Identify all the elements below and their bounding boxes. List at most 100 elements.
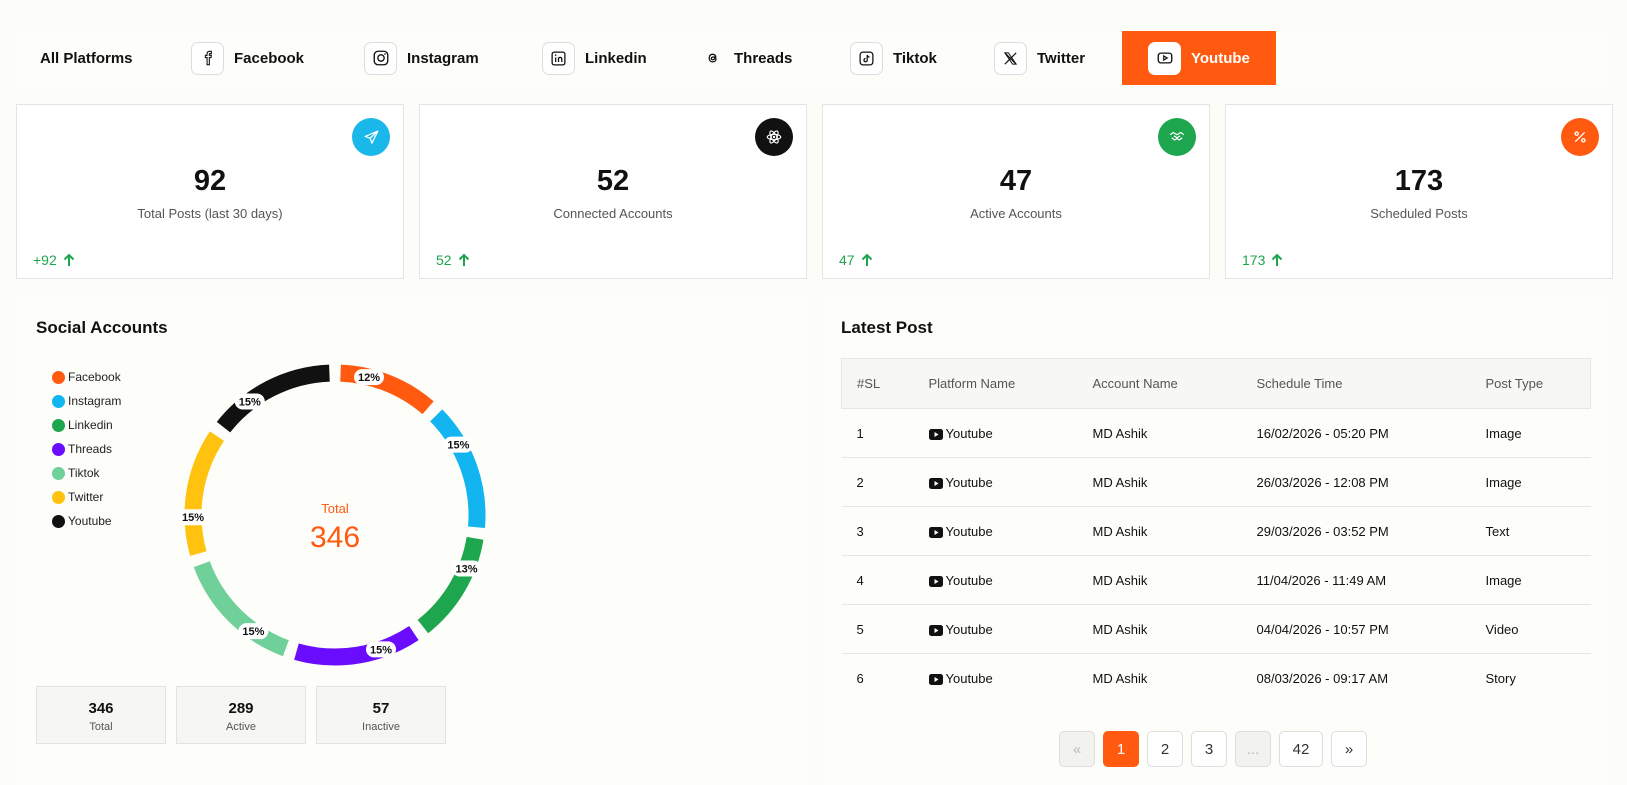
- platform-name: Youtube: [945, 523, 993, 539]
- tab-facebook[interactable]: Facebook: [191, 31, 304, 85]
- data-label: 15%: [242, 626, 264, 638]
- tab-label: Twitter: [1037, 49, 1086, 67]
- table-row[interactable]: 4 Youtube MD Ashik 11/04/2026 - 11:49 AM Ima…: [841, 555, 1591, 605]
- stat-delta: 173: [1242, 252, 1283, 268]
- total-accounts-box: 346 Total: [36, 686, 166, 744]
- column-header-schedule-time: Schedule Time: [1241, 358, 1471, 409]
- table-row[interactable]: 2 Youtube MD Ashik 26/03/2026 - 12:08 PM Ima…: [841, 457, 1591, 507]
- cell-sl: 4: [841, 555, 914, 605]
- active-accounts-box: 289 Active: [176, 686, 306, 744]
- twitter-x-icon: [994, 41, 1027, 75]
- send-icon: [352, 118, 390, 156]
- legend-label: Youtube: [68, 514, 112, 528]
- legend-item[interactable]: Facebook: [52, 365, 121, 389]
- percent-icon: [1561, 118, 1599, 156]
- cell-post-type: Story: [1485, 670, 1516, 686]
- cell-account: MD Ashik: [1077, 604, 1242, 654]
- legend-label: Twitter: [68, 490, 104, 504]
- handshake-icon: [1158, 118, 1196, 156]
- legend-item[interactable]: Tiktok: [52, 461, 121, 485]
- legend-swatch: [52, 370, 65, 384]
- cell-platform: Youtube: [913, 555, 1078, 605]
- cell-schedule-time: 08/03/2026 - 09:17 AM: [1256, 670, 1389, 686]
- pagination-next-button[interactable]: »: [1331, 731, 1367, 767]
- cell-sl: 5: [841, 604, 914, 654]
- stat-card-active-accounts: 47 Active Accounts 47: [822, 104, 1210, 279]
- stat-value: 47: [999, 165, 1033, 197]
- tab-tiktok[interactable]: Tiktok: [850, 31, 937, 85]
- donut-slice-twitter[interactable]: [184, 431, 225, 556]
- tab-label: All Platforms: [40, 49, 133, 67]
- data-label-background: [443, 436, 474, 453]
- data-label-background: [238, 623, 269, 640]
- pagination-prev-button[interactable]: «: [1059, 731, 1095, 767]
- donut-slice-instagram[interactable]: [430, 409, 486, 528]
- active-label: Active: [226, 721, 256, 733]
- tab-threads[interactable]: Threads: [704, 31, 792, 85]
- table-row[interactable]: 3 Youtube MD Ashik 29/03/2026 - 03:52 PM Tex…: [841, 506, 1591, 556]
- donut-slice-tiktok[interactable]: [193, 561, 289, 657]
- facebook-icon: [191, 41, 224, 75]
- donut-slice-linkedin[interactable]: [417, 536, 484, 634]
- legend-item[interactable]: Threads: [52, 437, 121, 461]
- tab-label: Youtube: [1191, 49, 1250, 67]
- cell-account: MD Ashik: [1077, 555, 1242, 605]
- linkedin-icon: [542, 41, 575, 75]
- legend-swatch: [52, 394, 65, 408]
- page-button-2[interactable]: 2: [1147, 731, 1183, 767]
- pagination: « 1 2 3 ... 42 »: [1059, 731, 1367, 767]
- cell-platform: Youtube: [913, 506, 1078, 556]
- legend-label: Tiktok: [68, 466, 100, 480]
- stat-value: 173: [1394, 165, 1444, 197]
- table-row[interactable]: 5 Youtube MD Ashik 04/04/2026 - 10:57 PM Vid…: [841, 604, 1591, 654]
- table-header-row: #SL Platform Name Account Name Schedule …: [841, 358, 1591, 409]
- data-label: 15%: [182, 512, 204, 524]
- total-value: 346: [88, 700, 114, 717]
- cell-sl: 6: [856, 670, 864, 686]
- legend-item[interactable]: Youtube: [52, 509, 121, 533]
- arrow-up-icon: [1272, 253, 1283, 266]
- total-label: Total: [89, 721, 113, 733]
- legend-label: Threads: [68, 442, 113, 456]
- table-row[interactable]: 1 Youtube MD Ashik 16/02/2026 - 05:20 PM Ima…: [841, 408, 1591, 458]
- account-totals: 346 Total 289 Active 57 Inactive: [36, 686, 446, 744]
- legend-item[interactable]: Linkedin: [52, 413, 121, 437]
- social-accounts-title: Social Accounts: [36, 318, 168, 337]
- instagram-icon: [364, 41, 397, 75]
- cell-schedule-time: 26/03/2026 - 12:08 PM: [1241, 457, 1471, 507]
- stat-delta: 52: [436, 252, 470, 268]
- tab-linkedin[interactable]: Linkedin: [542, 31, 647, 85]
- tab-youtube[interactable]: Youtube: [1122, 31, 1276, 85]
- legend-item[interactable]: Twitter: [52, 485, 121, 509]
- stat-card-connected-accounts: 52 Connected Accounts 52: [419, 104, 807, 279]
- tab-label: Threads: [734, 49, 793, 67]
- cell-post-type: Image: [1470, 457, 1591, 507]
- active-value: 289: [228, 700, 254, 717]
- legend-swatch: [52, 490, 65, 504]
- cell-platform: Youtube: [914, 654, 1078, 703]
- tab-twitter[interactable]: Twitter: [994, 31, 1085, 85]
- tab-all-platforms[interactable]: All Platforms: [40, 31, 133, 85]
- tiktok-icon: [850, 41, 883, 75]
- table-row[interactable]: 6 Youtube MD Ashik 08/03/2026 - 09:17 AM Sto…: [842, 654, 1591, 703]
- platform-name: Youtube: [945, 425, 993, 441]
- page-button-last[interactable]: 42: [1279, 731, 1323, 767]
- legend-item[interactable]: Instagram: [52, 389, 121, 413]
- data-label-background: [451, 560, 482, 577]
- page-button-1[interactable]: 1: [1103, 731, 1139, 767]
- cell-schedule-time: 29/03/2026 - 03:52 PM: [1241, 506, 1471, 556]
- donut-slice-youtube[interactable]: [216, 364, 330, 433]
- tab-instagram[interactable]: Instagram: [364, 31, 479, 85]
- donut-slice-threads[interactable]: [294, 625, 419, 666]
- atom-icon: [755, 118, 793, 156]
- cell-account: MD Ashik: [1077, 408, 1242, 458]
- donut-slice-facebook[interactable]: [340, 364, 434, 415]
- data-label-background: [234, 393, 265, 410]
- page-button-3[interactable]: 3: [1191, 731, 1227, 767]
- legend-swatch: [52, 418, 65, 432]
- cell-post-type: Image: [1470, 555, 1591, 605]
- data-label-background: [178, 509, 209, 526]
- data-label-background: [354, 369, 385, 386]
- legend-label: Facebook: [68, 370, 121, 384]
- legend-swatch: [52, 466, 65, 480]
